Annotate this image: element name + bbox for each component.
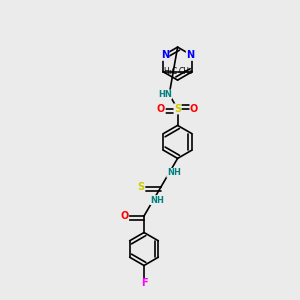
Text: S: S bbox=[174, 104, 181, 114]
Text: H₃C: H₃C bbox=[163, 68, 177, 76]
Text: CH₃: CH₃ bbox=[178, 68, 192, 76]
Text: S: S bbox=[138, 182, 145, 192]
Text: NH: NH bbox=[167, 168, 181, 177]
Text: N: N bbox=[161, 50, 169, 60]
Text: O: O bbox=[190, 104, 198, 114]
Text: HN: HN bbox=[158, 90, 172, 99]
Text: O: O bbox=[157, 104, 165, 114]
Text: N: N bbox=[186, 50, 194, 60]
Text: F: F bbox=[141, 278, 147, 289]
Text: O: O bbox=[120, 211, 129, 221]
Text: NH: NH bbox=[150, 196, 164, 205]
